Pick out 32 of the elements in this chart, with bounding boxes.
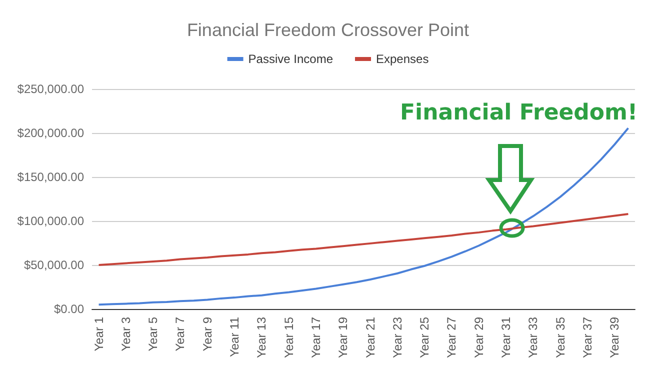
x-tick-label: Year 19 xyxy=(336,316,350,358)
x-tick-label: Year 35 xyxy=(553,316,568,358)
x-tick-label: Year 9 xyxy=(200,316,214,352)
y-tick-label: $250,000.00 xyxy=(17,82,84,96)
x-tick-label: Year 11 xyxy=(228,316,242,358)
line-series xyxy=(98,212,630,266)
line-series xyxy=(98,127,630,306)
y-tick-label: $200,000.00 xyxy=(17,126,84,140)
x-tick-label: Year 31 xyxy=(499,316,514,358)
x-tick-label: Year 13 xyxy=(254,316,269,358)
annotation: Financial Freedom! xyxy=(400,100,638,126)
legend-label: Expenses xyxy=(376,52,429,66)
x-tick-label: Year 5 xyxy=(146,316,160,352)
x-tick-label: Year 29 xyxy=(472,316,486,358)
y-tick-label: $50,000.00 xyxy=(24,258,84,272)
x-tick-label: Year 39 xyxy=(608,316,622,358)
x-tick-label: Year 37 xyxy=(580,316,594,358)
x-tick-label: Year 33 xyxy=(526,316,540,358)
x-tick-label: Year 3 xyxy=(118,316,133,352)
x-tick-label: Year 1 xyxy=(92,316,106,352)
legend-label: Passive Income xyxy=(248,52,334,66)
y-tick-label: $0.00 xyxy=(54,302,84,316)
x-tick-label: Year 21 xyxy=(363,316,378,358)
chart-title: Financial Freedom Crossover Point xyxy=(186,20,470,40)
x-tick-label: Year 25 xyxy=(418,316,432,358)
y-tick-label: $150,000.00 xyxy=(17,170,84,184)
x-tick-label: Year 23 xyxy=(390,316,404,358)
y-tick-label: $100,000.00 xyxy=(17,214,84,228)
x-tick-label: Year 7 xyxy=(173,316,188,352)
x-tick-label: Year 17 xyxy=(308,316,323,358)
x-tick-label: Year 27 xyxy=(444,316,459,358)
x-tick-label: Year 15 xyxy=(282,316,296,358)
